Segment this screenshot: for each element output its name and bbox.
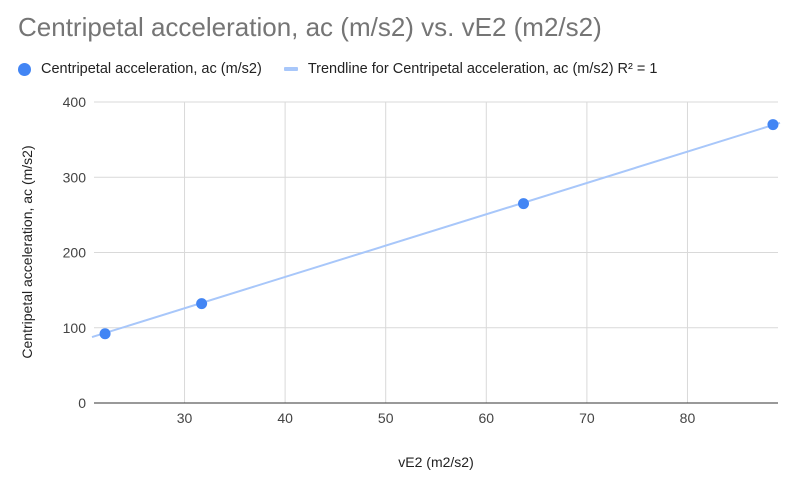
legend-series-label: Centripetal acceleration, ac (m/s2) — [41, 61, 262, 77]
legend: Centripetal acceleration, ac (m/s2) Tren… — [18, 58, 657, 80]
x-tick-label: 40 — [277, 410, 293, 426]
y-axis-title: Centripetal acceleration, ac (m/s2) — [19, 145, 35, 358]
data-point — [196, 298, 208, 310]
x-tick-label: 30 — [177, 410, 193, 426]
y-tick-label: 0 — [78, 395, 86, 411]
chart-title: Centripetal acceleration, ac (m/s2) vs. … — [18, 12, 602, 42]
grid — [94, 101, 778, 403]
data-points — [99, 119, 779, 340]
trendline — [91, 121, 781, 339]
data-point — [767, 119, 779, 131]
x-tick-label: 70 — [579, 410, 595, 426]
x-tick-label: 60 — [479, 410, 495, 426]
y-tick-label: 100 — [63, 320, 87, 336]
y-tick-label: 200 — [63, 245, 87, 261]
x-tick-label: 50 — [378, 410, 394, 426]
y-tick-label: 300 — [63, 169, 87, 185]
legend-trendline-label: Trendline for Centripetal acceleration, … — [307, 61, 658, 77]
legend-trendline-marker — [283, 67, 298, 71]
x-axis-title: vE2 (m2/s2) — [398, 454, 473, 470]
legend-series-marker — [18, 62, 31, 76]
axes: 0 100 200 300 400 30 40 50 60 70 80 — [63, 94, 778, 426]
data-point — [99, 328, 111, 340]
data-point — [518, 198, 530, 210]
y-tick-label: 400 — [63, 94, 87, 110]
trendline-layer — [91, 121, 781, 339]
x-tick-label: 80 — [680, 410, 696, 426]
